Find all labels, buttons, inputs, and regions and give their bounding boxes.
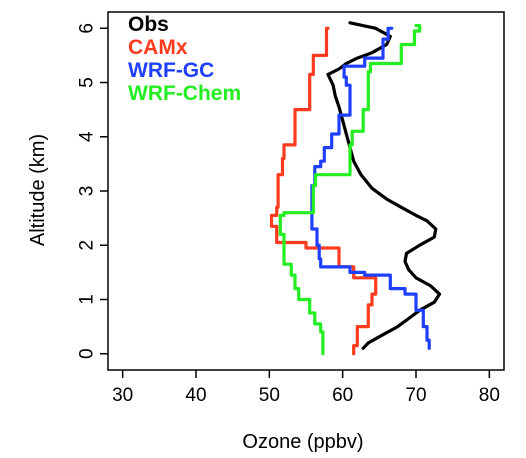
legend-entry: WRF-GC bbox=[128, 59, 214, 82]
y-tick-label: 2 bbox=[77, 240, 98, 251]
y-tick-label: 3 bbox=[77, 186, 98, 197]
y-tick-label: 5 bbox=[77, 77, 98, 88]
series-layer bbox=[269, 21, 442, 356]
x-tick-label: 80 bbox=[479, 385, 500, 406]
y-tick-label: 1 bbox=[77, 294, 98, 305]
x-tick-label: 40 bbox=[185, 385, 206, 406]
x-tick-label: 60 bbox=[332, 385, 353, 406]
x-axis-title: Ozone (ppbv) bbox=[242, 431, 363, 453]
y-tick-label: 0 bbox=[77, 348, 98, 359]
legend-entry: WRF-Chem bbox=[128, 82, 241, 105]
x-tick-label: 70 bbox=[405, 385, 426, 406]
y-tick-label: 6 bbox=[77, 23, 98, 34]
y-axis-title: Altitude (km) bbox=[27, 134, 49, 246]
x-tick-label: 50 bbox=[259, 385, 280, 406]
legend-entry: CAMx bbox=[128, 36, 188, 59]
y-tick-label: 4 bbox=[77, 131, 98, 142]
series-line-camx bbox=[269, 26, 378, 356]
y-axis: 0 1 2 3 4 5 6 bbox=[77, 23, 108, 359]
series-line-obs bbox=[326, 21, 442, 350]
series-line-wrf-chem bbox=[278, 24, 422, 356]
legend-entry: Obs bbox=[128, 13, 169, 36]
x-tick-label: 30 bbox=[112, 385, 133, 406]
x-axis: 30 40 50 60 70 80 bbox=[112, 370, 500, 406]
